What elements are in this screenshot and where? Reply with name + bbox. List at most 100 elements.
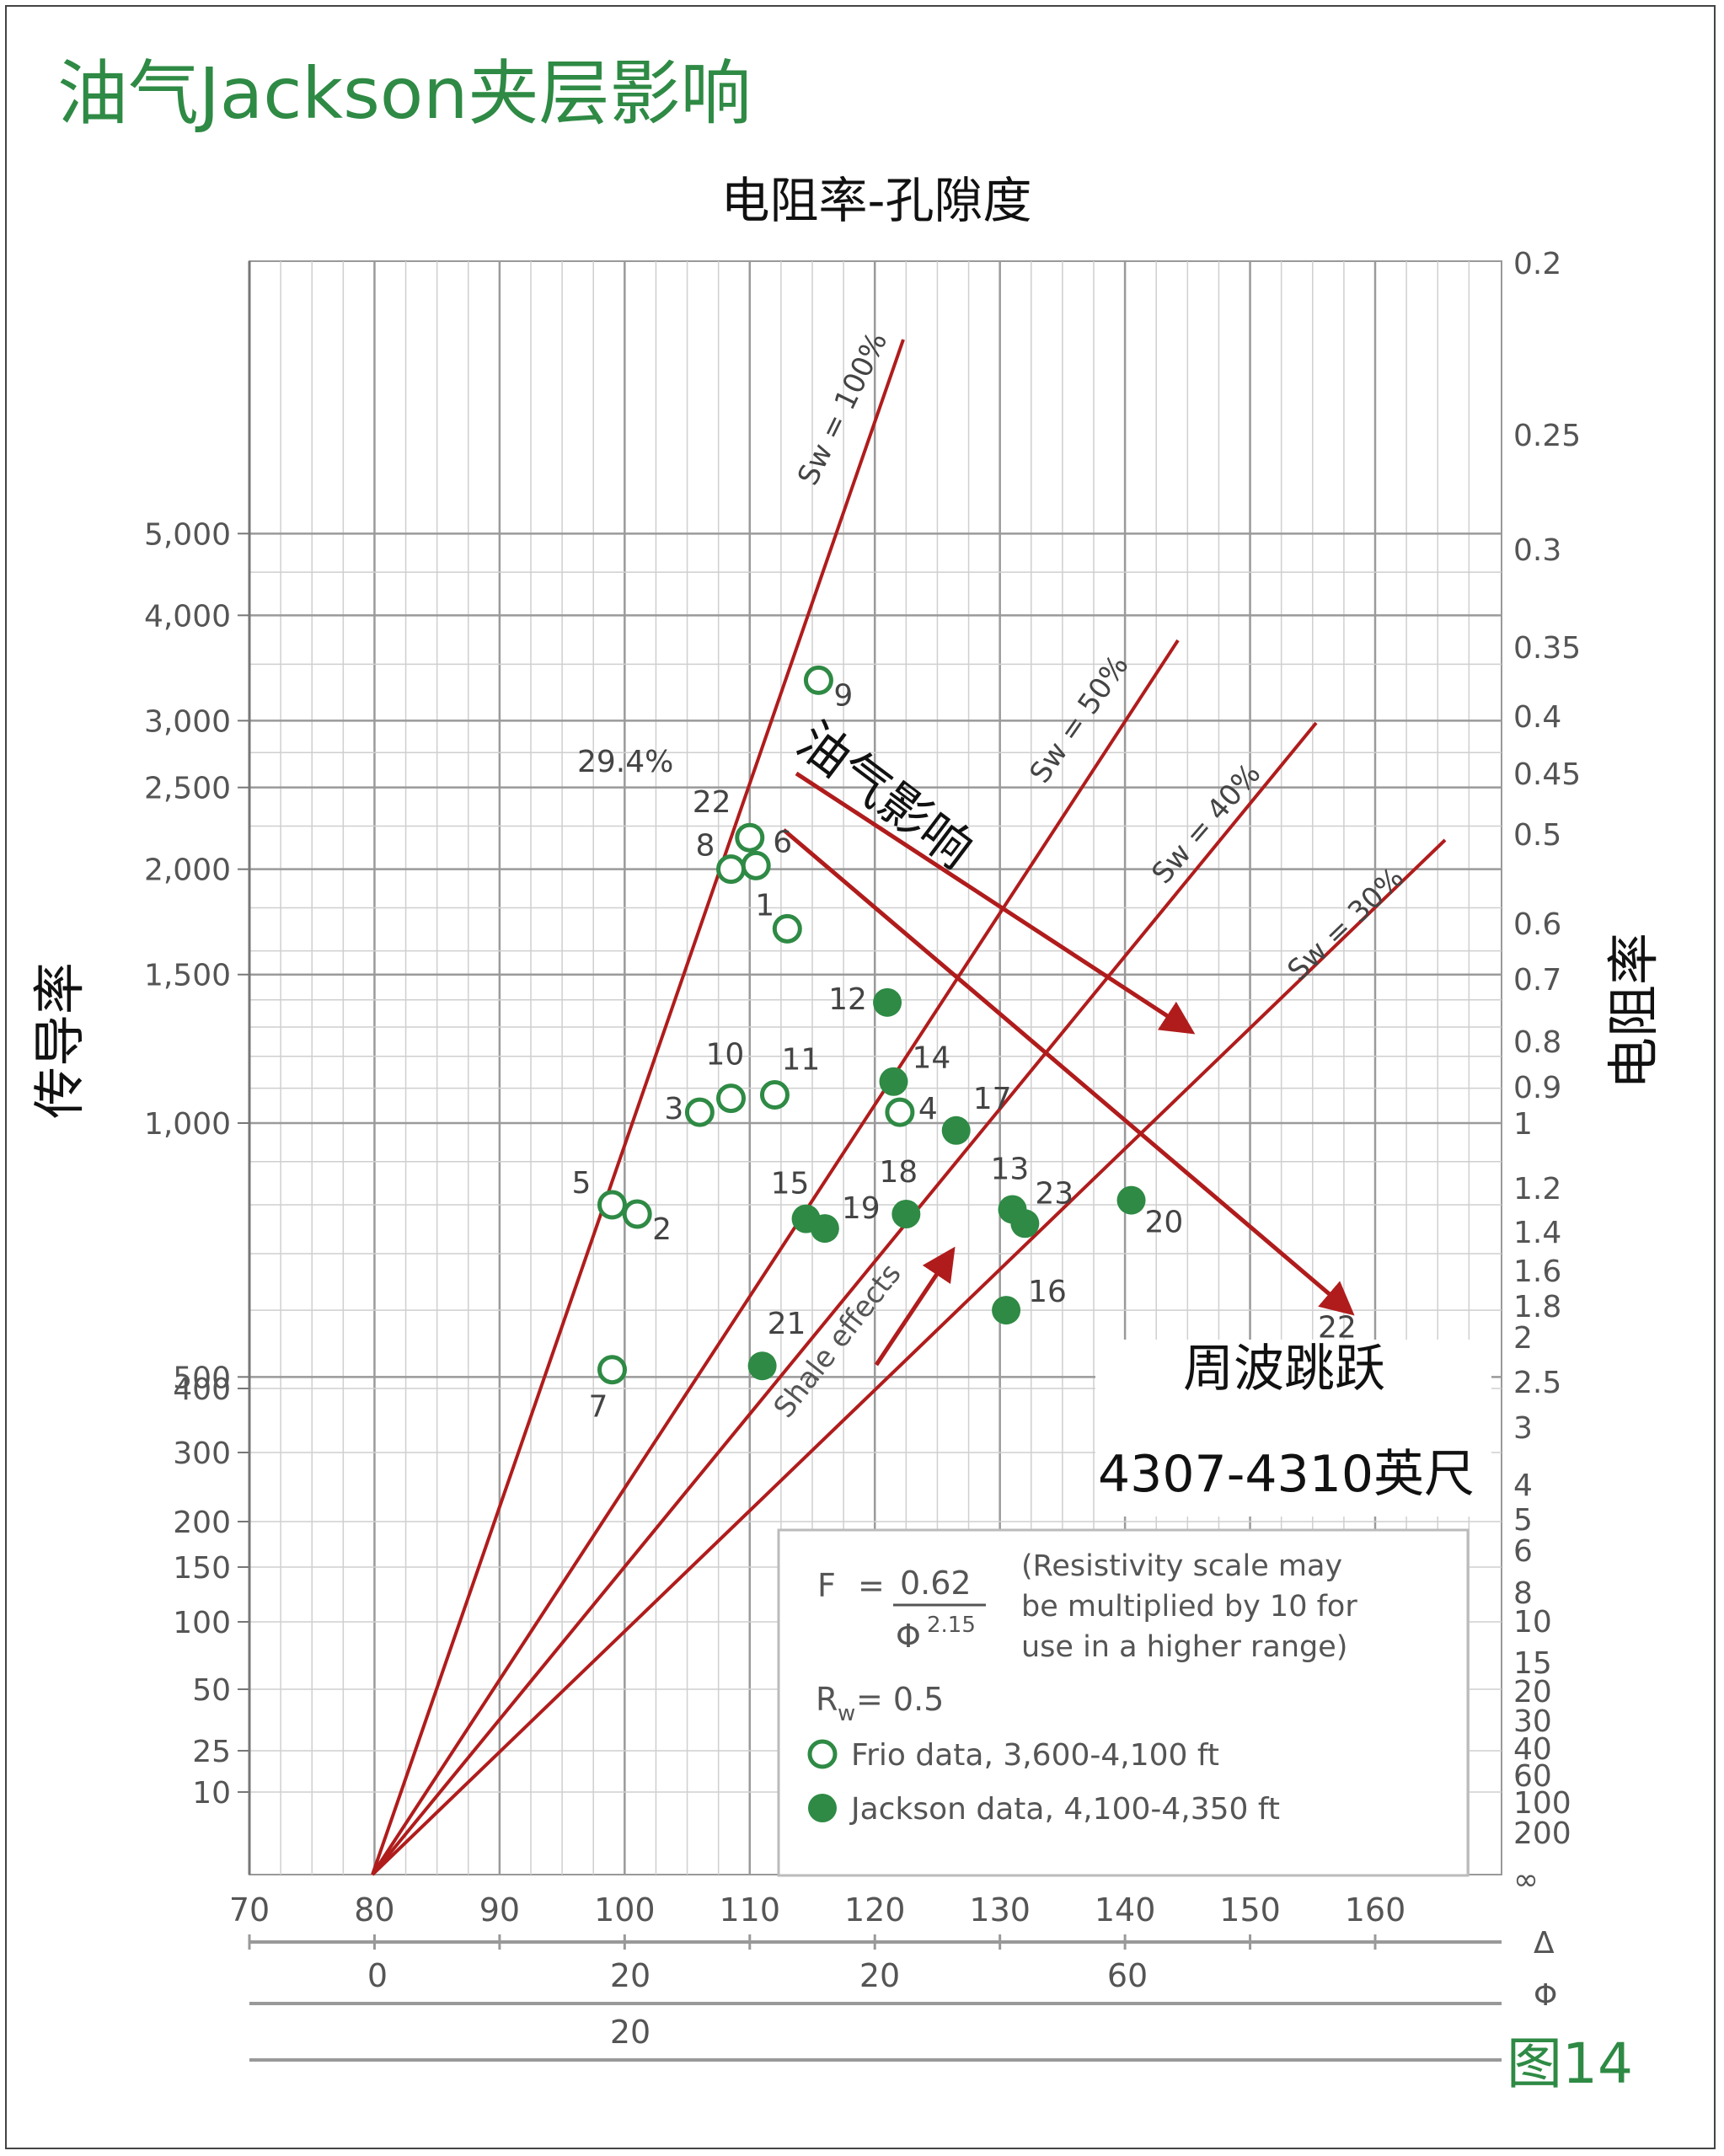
point-label: 12 <box>828 982 867 1017</box>
left-tick-label: 25 <box>192 1735 231 1769</box>
legend-jackson-marker <box>808 1794 837 1822</box>
delta-tick-label: 110 <box>720 1891 781 1929</box>
point-label: 23 <box>1035 1176 1073 1211</box>
frio-point <box>622 1199 652 1229</box>
right-tick-label: 2 <box>1513 1321 1533 1356</box>
jackson-point <box>879 1067 908 1096</box>
jackson-point <box>873 987 902 1017</box>
point-label: 11 <box>781 1043 820 1078</box>
right-tick-label: 15 <box>1513 1646 1552 1681</box>
point-label: 17 <box>973 1082 1012 1116</box>
jackson-point <box>810 1214 839 1244</box>
left-tick-label: 4,000 <box>144 599 231 634</box>
right-axis-title: 电阻率 <box>1603 933 1664 1089</box>
chart-axes: 5,0004,0003,0002,5002,0001,5001,00050040… <box>29 247 1664 2062</box>
right-tick-label: 60 <box>1513 1759 1552 1794</box>
point-label: 22 <box>693 785 731 820</box>
right-tick-label: 200 <box>1513 1816 1571 1851</box>
right-tick-label: 10 <box>1513 1605 1552 1640</box>
point-label: 5 <box>571 1166 591 1201</box>
third-axis-tick-label: 20 <box>610 2014 651 2051</box>
point-label: 20 <box>1145 1206 1184 1240</box>
left-tick-label: 300 <box>173 1436 231 1471</box>
formula-denominator: Φ <box>896 1618 921 1655</box>
point-label: 18 <box>879 1155 918 1190</box>
page-title: 油气Jackson夹层影响 <box>57 52 751 135</box>
frio-point <box>741 850 771 880</box>
right-tick-label: 5 <box>1513 1503 1533 1538</box>
right-tick-label: 0.35 <box>1513 631 1581 666</box>
formula-numerator: 0.62 <box>900 1565 972 1602</box>
left-tick-label: 10 <box>192 1776 231 1811</box>
jackson-point <box>747 1351 777 1381</box>
phi-tick-label: 0 <box>367 1957 388 1994</box>
left-tick-label: 100 <box>173 1606 231 1640</box>
jackson-point <box>891 1200 921 1229</box>
right-tick-label: 30 <box>1513 1704 1552 1739</box>
frio-point <box>684 1097 715 1127</box>
legend-frio-marker <box>807 1739 838 1769</box>
frio-point <box>803 665 833 695</box>
point-label: 10 <box>706 1038 745 1073</box>
cycle-skip-label: 周波跳跃 <box>1183 1340 1385 1399</box>
point-label: 16 <box>1028 1275 1067 1309</box>
jackson-point <box>992 1296 1021 1325</box>
right-tick-label: 0.8 <box>1513 1025 1561 1060</box>
point-label: 19 <box>842 1191 881 1226</box>
porosity-label: 29.4% <box>577 745 673 779</box>
delta-tick-label: 160 <box>1345 1891 1406 1929</box>
delta-axis-label: Δ <box>1534 1926 1555 1961</box>
right-tick-label: 1.6 <box>1513 1255 1561 1289</box>
depth-label: 4307-4310英尺 <box>1098 1445 1475 1504</box>
frio-point <box>735 822 765 853</box>
delta-tick-label: 150 <box>1219 1891 1281 1929</box>
right-tick-label: 0.5 <box>1513 818 1561 853</box>
annotation-backdrop <box>1095 1340 1491 1517</box>
right-tick-label: 0.6 <box>1513 907 1561 942</box>
point-label: 2 <box>652 1212 672 1247</box>
jackson-point <box>941 1115 971 1145</box>
frio-point <box>716 854 747 885</box>
rw-subscript: w <box>838 1701 855 1726</box>
left-tick-label: 200 <box>173 1506 231 1540</box>
left-tick-label: 500 <box>173 1361 231 1395</box>
right-tick-label: 1.2 <box>1513 1172 1561 1206</box>
phi-axis-label: Φ <box>1534 1978 1557 2013</box>
right-tick-label: ∞ <box>1513 1863 1539 1897</box>
frio-point <box>716 1083 747 1114</box>
jackson-point <box>1116 1185 1146 1215</box>
right-tick-label: 3 <box>1513 1411 1533 1446</box>
shale-arrow <box>874 1246 956 1367</box>
left-tick-label: 400 <box>173 1372 231 1407</box>
delta-tick-label: 100 <box>594 1891 656 1929</box>
figure-label: 图14 <box>1507 2031 1633 2096</box>
sw-line-label: Sw = 30% <box>1281 861 1411 987</box>
right-tick-label: 1 <box>1513 1107 1533 1142</box>
left-tick-label: 2,500 <box>144 772 231 806</box>
phi-tick-label: 20 <box>859 1957 900 1994</box>
right-tick-label: 6 <box>1513 1534 1533 1569</box>
left-tick-label: 3,000 <box>144 704 231 739</box>
delta-tick-label: 70 <box>229 1891 270 1929</box>
left-tick-label: 50 <box>192 1673 231 1708</box>
left-tick-label: 150 <box>173 1551 231 1586</box>
legend-jackson-label: Jackson data, 4,100-4,350 ft <box>849 1792 1280 1827</box>
point-label: 15 <box>771 1167 810 1201</box>
frio-point <box>885 1097 915 1127</box>
formula-eq: = <box>858 1567 885 1604</box>
delta-tick-label: 130 <box>969 1891 1031 1929</box>
right-tick-label: 40 <box>1513 1732 1552 1767</box>
left-tick-label: 5,000 <box>144 517 231 552</box>
delta-tick-label: 120 <box>844 1891 906 1929</box>
right-tick-label: 4 <box>1513 1469 1533 1503</box>
formula-F: F <box>817 1567 836 1604</box>
right-tick-label: 20 <box>1513 1675 1552 1709</box>
frio-point <box>597 1355 627 1385</box>
left-tick-label: 1,000 <box>144 1107 231 1142</box>
left-tick-label: 2,000 <box>144 853 231 888</box>
left-axis-title: 传导率 <box>29 962 90 1119</box>
point-label: 14 <box>912 1041 950 1076</box>
right-tick-label: 100 <box>1513 1786 1571 1821</box>
